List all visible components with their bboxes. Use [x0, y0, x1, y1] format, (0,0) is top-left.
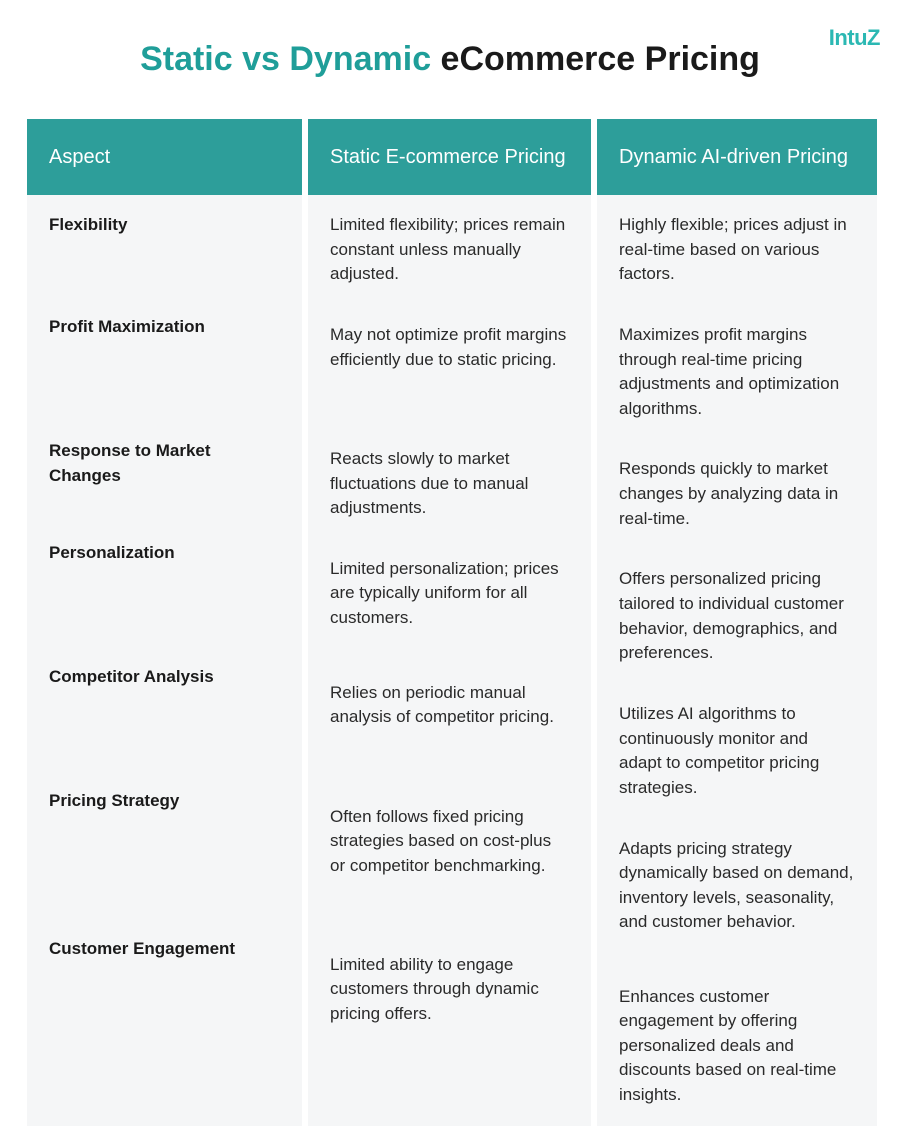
- header-dynamic: Dynamic AI-driven Pricing: [597, 119, 877, 195]
- static-6: Limited ability to engage customers thro…: [308, 935, 591, 1083]
- dynamic-5: Adapts pricing strategy dynamically base…: [597, 819, 877, 967]
- static-3: Limited personalization; prices are typi…: [308, 539, 591, 663]
- body-dynamic: Highly flexible; prices adjust in real-t…: [597, 195, 877, 1126]
- column-dynamic: Dynamic AI-driven Pricing Highly flexibl…: [597, 119, 877, 1126]
- dynamic-3: Offers personalized pricing tailored to …: [597, 549, 877, 684]
- title-accent: Static vs Dynamic: [140, 40, 431, 78]
- dynamic-6: Enhances customer engagement by offering…: [597, 967, 877, 1126]
- header-aspect: Aspect: [27, 119, 302, 195]
- body-static: Limited flexibility; prices remain const…: [308, 195, 591, 1126]
- aspect-5: Pricing Strategy: [27, 771, 302, 919]
- dynamic-1: Maximizes profit margins through real-ti…: [597, 305, 877, 440]
- page-title: Static vs Dynamic eCommerce Pricing: [0, 40, 900, 79]
- title-main: eCommerce Pricing: [431, 40, 760, 78]
- aspect-1: Profit Maximization: [27, 297, 302, 421]
- static-1: May not optimize profit margins efficien…: [308, 305, 591, 429]
- header-static: Static E-commerce Pricing: [308, 119, 591, 195]
- body-aspect: Flexibility Profit Maximization Response…: [27, 195, 302, 1126]
- aspect-6: Customer Engagement: [27, 919, 302, 1067]
- aspect-4: Competitor Analysis: [27, 647, 302, 771]
- static-0: Limited flexibility; prices remain const…: [308, 195, 591, 305]
- comparison-table: Aspect Flexibility Profit Maximization R…: [27, 119, 873, 1126]
- aspect-0: Flexibility: [27, 195, 302, 297]
- static-5: Often follows fixed pricing strategies b…: [308, 787, 591, 935]
- aspect-2: Response to Market Changes: [27, 421, 302, 523]
- dynamic-0: Highly flexible; prices adjust in real-t…: [597, 195, 877, 305]
- aspect-3: Personalization: [27, 523, 302, 647]
- column-static: Static E-commerce Pricing Limited flexib…: [308, 119, 591, 1126]
- dynamic-4: Utilizes AI algorithms to continuously m…: [597, 684, 877, 819]
- column-aspect: Aspect Flexibility Profit Maximization R…: [27, 119, 302, 1126]
- static-2: Reacts slowly to market fluctuations due…: [308, 429, 591, 539]
- static-4: Relies on periodic manual analysis of co…: [308, 663, 591, 787]
- brand-logo: IntuZ: [829, 25, 880, 51]
- dynamic-2: Responds quickly to market changes by an…: [597, 439, 877, 549]
